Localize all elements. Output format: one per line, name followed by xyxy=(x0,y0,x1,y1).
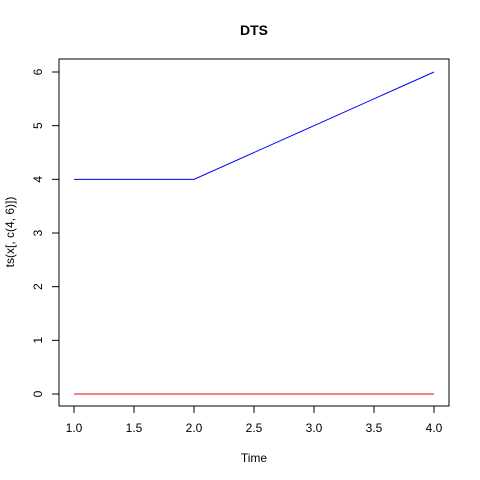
x-tick-label: 1.5 xyxy=(126,421,143,435)
x-tick-label: 3.5 xyxy=(366,421,383,435)
series-line-1 xyxy=(74,71,435,180)
x-axis: 1.0 1.5 2.0 2.5 3.0 3.5 4.0 xyxy=(66,405,443,435)
x-tick-label: 3.0 xyxy=(306,421,323,435)
y-tick-label: 5 xyxy=(31,122,45,129)
plot-frame xyxy=(58,58,450,407)
y-tick-label: 3 xyxy=(31,229,45,236)
x-tick-label: 4.0 xyxy=(426,421,443,435)
y-tick-label: 2 xyxy=(31,283,45,290)
y-axis: 0 1 2 3 4 5 6 xyxy=(31,68,60,397)
x-tick-label: 1.0 xyxy=(66,421,83,435)
x-axis-label: Time xyxy=(241,451,268,465)
x-tick-label: 2.5 xyxy=(246,421,263,435)
series-layer xyxy=(74,71,435,395)
chart-title: DTS xyxy=(240,22,268,38)
y-tick-label: 6 xyxy=(31,68,45,75)
x-tick-label: 2.0 xyxy=(186,421,203,435)
y-axis-label: ts(x[, c(4, 6)]) xyxy=(3,197,17,268)
y-tick-label: 4 xyxy=(31,176,45,183)
y-tick-label: 1 xyxy=(31,337,45,344)
y-tick-label: 0 xyxy=(31,390,45,397)
